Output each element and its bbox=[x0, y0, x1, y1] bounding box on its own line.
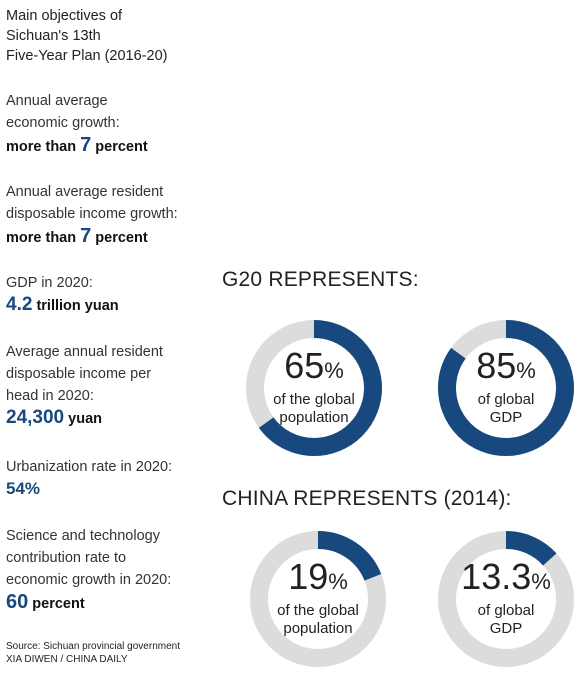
objective-label: GDP in 2020: bbox=[6, 275, 93, 291]
objective-label: Annual average economic growth: bbox=[6, 93, 120, 131]
donut-unit: % bbox=[324, 358, 344, 383]
credit-text: XIA DIWEN / CHINA DAILY bbox=[6, 654, 128, 665]
china-title: CHINA REPRESENTS (2014): bbox=[222, 487, 512, 510]
donut-description: of global GDP bbox=[477, 602, 535, 637]
donut-g20-population: 65% of the global population bbox=[246, 320, 382, 456]
page-title: Main objectives of Sichuan's 13th Five-Y… bbox=[6, 8, 168, 64]
value-suffix: yuan bbox=[64, 411, 102, 427]
donut-label: 65% of the global population bbox=[246, 320, 382, 427]
value-number: 7 bbox=[80, 134, 92, 156]
value-number: 7 bbox=[80, 225, 92, 247]
objective-science-tech: Science and technology contribution rate… bbox=[6, 525, 221, 615]
donut-unit: % bbox=[516, 358, 536, 383]
objective-value: more than 7 percent bbox=[6, 225, 221, 249]
donut-unit: % bbox=[531, 569, 551, 594]
value-number: 4.2 bbox=[6, 294, 33, 315]
donut-number: 65 bbox=[284, 345, 325, 386]
objective-value: more than 7 percent bbox=[6, 134, 221, 158]
donut-share-arc bbox=[246, 320, 382, 456]
objective-label: Annual average resident disposable incom… bbox=[6, 184, 178, 222]
objective-label: Urbanization rate in 2020: bbox=[6, 459, 173, 475]
value-number: 54% bbox=[6, 479, 41, 498]
objective-value: 24,300 yuan bbox=[6, 407, 221, 430]
donut-china-population: 19% of the global population bbox=[250, 531, 386, 667]
donut-value: 65% bbox=[246, 348, 382, 389]
value-suffix: percent bbox=[91, 230, 148, 246]
donut-label: 13.3% of global GDP bbox=[438, 531, 574, 638]
donut-value: 19% bbox=[250, 559, 386, 600]
value-suffix: percent bbox=[28, 596, 85, 612]
donut-value: 85% bbox=[438, 348, 574, 389]
value-prefix: more than bbox=[6, 230, 81, 246]
objective-urbanization: Urbanization rate in 2020: 54% bbox=[6, 456, 221, 501]
value-suffix: percent bbox=[91, 139, 148, 155]
donut-unit: % bbox=[328, 569, 348, 594]
objective-label: Average annual resident disposable incom… bbox=[6, 344, 163, 404]
donut-number: 85 bbox=[476, 345, 517, 386]
donut-description: of the global population bbox=[273, 391, 355, 426]
donut-g20-gdp: 85% of global GDP bbox=[438, 320, 574, 456]
objective-value: 60 percent bbox=[6, 591, 221, 615]
donut-description: of global GDP bbox=[477, 391, 535, 426]
donut-china-gdp: 13.3% of global GDP bbox=[438, 531, 574, 667]
objective-income-per-head: Average annual resident disposable incom… bbox=[6, 341, 221, 430]
donut-share-arc bbox=[250, 531, 386, 667]
value-suffix: trillion yuan bbox=[32, 298, 119, 314]
source-note: Source: Sichuan provincial government XI… bbox=[6, 640, 180, 666]
value-number: 60 bbox=[6, 591, 29, 613]
donut-description: of the global population bbox=[277, 602, 359, 637]
donut-number: 13.3 bbox=[461, 556, 532, 597]
donut-label: 85% of global GDP bbox=[438, 320, 574, 427]
objective-value: 4.2 trillion yuan bbox=[6, 294, 221, 317]
donut-chart bbox=[438, 320, 574, 456]
value-prefix: more than bbox=[6, 139, 81, 155]
donut-value: 13.3% bbox=[438, 559, 574, 600]
objective-value: 54% bbox=[6, 478, 221, 501]
donut-label: 19% of the global population bbox=[250, 531, 386, 638]
objective-gdp: GDP in 2020: 4.2 trillion yuan bbox=[6, 272, 221, 317]
donut-chart bbox=[250, 531, 386, 667]
objective-label: Science and technology contribution rate… bbox=[6, 528, 172, 588]
objective-income-growth: Annual average resident disposable incom… bbox=[6, 181, 221, 249]
donut-number: 19 bbox=[288, 556, 329, 597]
value-number: 24,300 bbox=[6, 407, 65, 428]
donut-share-arc bbox=[438, 320, 574, 456]
donut-chart bbox=[438, 531, 574, 667]
g20-title: G20 REPRESENTS: bbox=[222, 268, 419, 291]
source-text: Source: Sichuan provincial government bbox=[6, 641, 180, 652]
objective-economic-growth: Annual average economic growth: more tha… bbox=[6, 90, 221, 158]
donut-share-arc bbox=[438, 531, 574, 667]
donut-chart bbox=[246, 320, 382, 456]
